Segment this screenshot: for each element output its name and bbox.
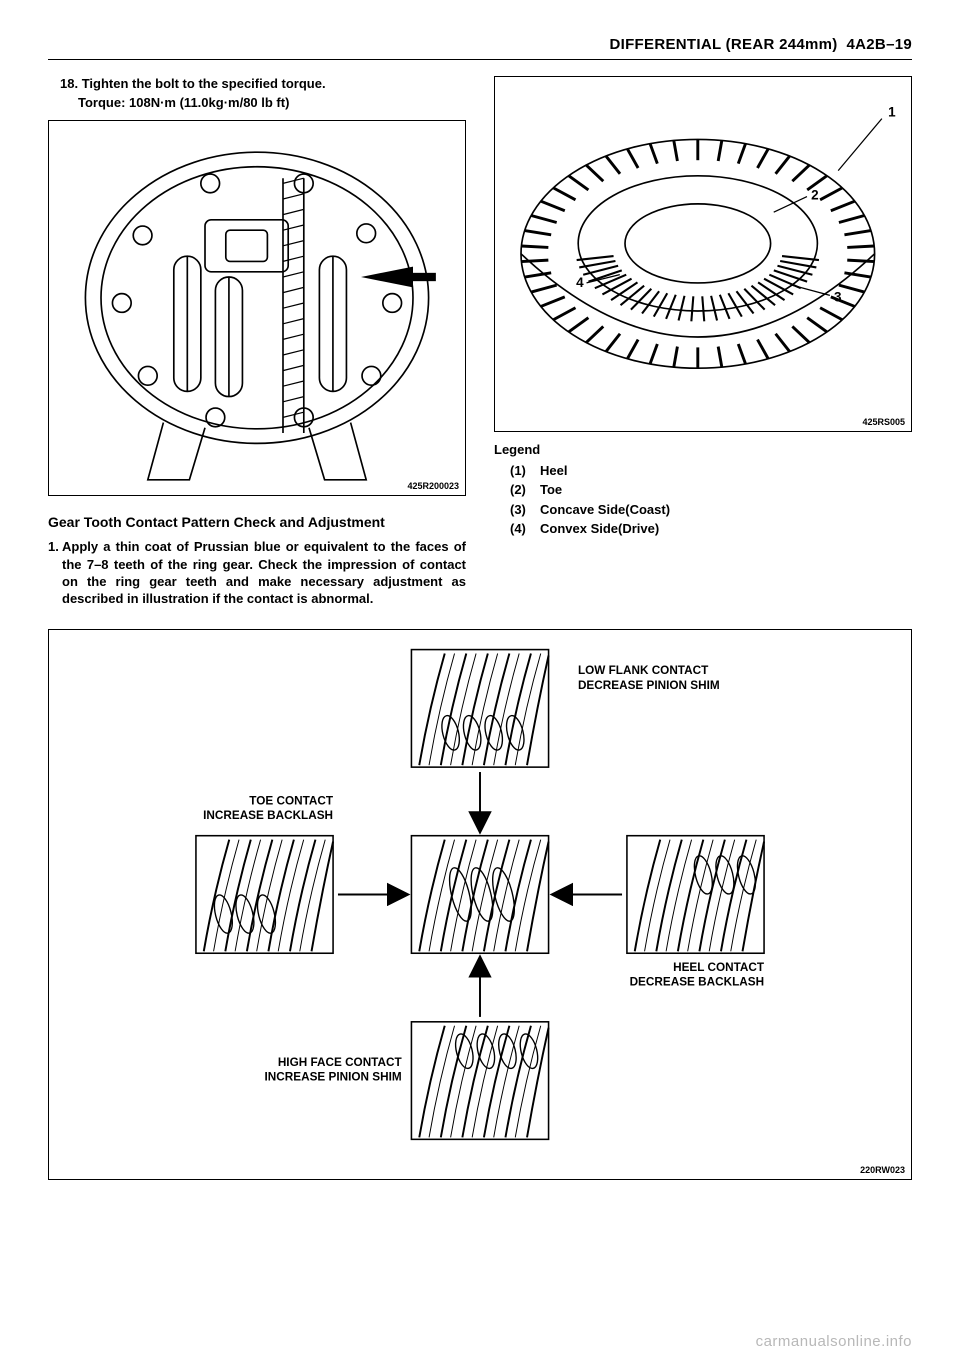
gear-label-3: 3	[834, 290, 842, 305]
gear-label-4: 4	[576, 275, 584, 290]
page-code: 4A2B–19	[847, 36, 912, 53]
step-num: 18.	[60, 76, 78, 91]
watermark: carmanualsonline.info	[756, 1333, 912, 1350]
tile-top	[411, 650, 548, 768]
figure-1-number: 425R200023	[407, 481, 459, 491]
torque-spec: Torque: 108N·m (11.0kg·m/80 lb ft)	[78, 95, 466, 110]
gear-label-1: 1	[888, 105, 896, 120]
section-heading: Gear Tooth Contact Pattern Check and Adj…	[48, 514, 466, 530]
label-high-2: INCREASE PINION SHIM	[265, 1071, 402, 1084]
tile-left	[196, 836, 333, 954]
header-rule	[48, 59, 912, 60]
para-text: Apply a thin coat of Prussian blue or eq…	[62, 539, 466, 605]
label-heel-1: HEEL CONTACT	[673, 961, 765, 974]
tile-right	[627, 836, 764, 954]
section-title: DIFFERENTIAL (REAR 244mm)	[609, 36, 837, 53]
legend-item: (4)Convex Side(Drive)	[510, 519, 912, 539]
figure-1-box: 425R200023	[48, 120, 466, 496]
tile-center	[411, 836, 548, 954]
figure-3-number: 220RW023	[860, 1165, 905, 1175]
legend-item: (2)Toe	[510, 480, 912, 500]
left-column: 18. Tighten the bolt to the specified to…	[48, 76, 466, 607]
label-toe-2: INCREASE BACKLASH	[203, 809, 333, 822]
figure-1-svg	[49, 121, 465, 495]
legend-item: (1)Heel	[510, 461, 912, 481]
figure-2-box: 1 2 3 4 425RS005	[494, 76, 912, 432]
legend-list: (1)Heel (2)Toe (3)Concave Side(Coast) (4…	[510, 461, 912, 539]
figure-2-svg: 1 2 3 4	[495, 77, 911, 431]
label-heel-2: DECREASE BACKLASH	[630, 976, 764, 989]
figure-3-box: LOW FLANK CONTACT DECREASE PINION SHIM T…	[48, 629, 912, 1180]
label-toe-1: TOE CONTACT	[249, 794, 334, 807]
legend-title: Legend	[494, 442, 912, 457]
right-column: 1 2 3 4 425RS005 Legend (1)Heel (2)Toe (…	[494, 76, 912, 607]
figure-3-svg: LOW FLANK CONTACT DECREASE PINION SHIM T…	[49, 630, 911, 1179]
label-low-1: LOW FLANK CONTACT	[578, 664, 709, 677]
label-low-2: DECREASE PINION SHIM	[578, 679, 720, 692]
two-column-region: 18. Tighten the bolt to the specified to…	[48, 76, 912, 607]
step-text: Tighten the bolt to the specified torque…	[82, 76, 326, 91]
legend-item: (3)Concave Side(Coast)	[510, 500, 912, 520]
gear-label-2: 2	[811, 188, 819, 203]
page-header: DIFFERENTIAL (REAR 244mm) 4A2B–19	[48, 36, 912, 53]
para-num: 1.	[48, 538, 62, 555]
step-18: 18. Tighten the bolt to the specified to…	[60, 76, 466, 91]
figure-2-number: 425RS005	[862, 417, 905, 427]
paragraph-1: 1.Apply a thin coat of Prussian blue or …	[62, 538, 466, 607]
tile-bottom	[411, 1022, 548, 1140]
label-high-1: HIGH FACE CONTACT	[278, 1056, 403, 1069]
